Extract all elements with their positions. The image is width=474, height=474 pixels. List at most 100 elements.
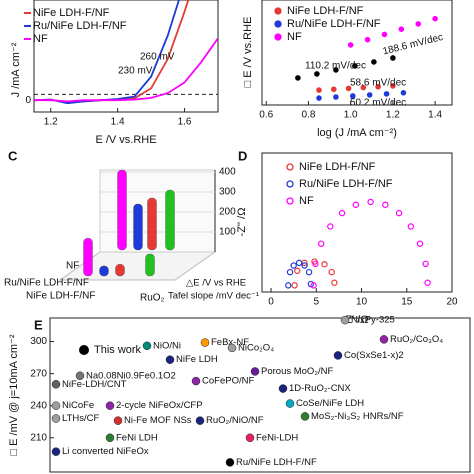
data-point [300, 412, 310, 421]
data-point [333, 67, 339, 73]
data-point [432, 15, 438, 22]
x-tick-label: 1.6 [178, 117, 192, 128]
legend-label: NF [287, 31, 302, 43]
x-tick-label: 5 [314, 297, 320, 308]
legend-label: Ru/NiFe LDH-F/NF [287, 18, 381, 30]
y-axis-label: □ E /mV @ j=10mA cm⁻² [8, 334, 20, 455]
data-point [367, 198, 374, 206]
plot-frame [261, 0, 453, 106]
z-tick-label: 400 [219, 167, 236, 178]
point-label: NiCo₂O₄ [238, 342, 274, 353]
data-point [338, 209, 346, 217]
panel-label: C [8, 148, 18, 163]
y-axis-label: -Z'' /Ω [236, 208, 248, 237]
point-label: Ni-Fe MOF NSs [124, 415, 192, 426]
data-point [286, 268, 294, 276]
bar [99, 265, 109, 277]
data-point [331, 279, 338, 286]
data-point [51, 401, 61, 410]
back-wall [99, 169, 216, 253]
data-point [383, 91, 390, 97]
point-label: NiFe LDH [176, 354, 218, 365]
annotation: 110.2 mV/dec [305, 61, 366, 72]
legend-label: NiFe LDH-F/NF [287, 5, 364, 17]
data-point [294, 267, 301, 275]
bar [145, 253, 155, 277]
data-point [317, 240, 325, 247]
data-point [285, 399, 295, 408]
y-tick-label: 270 [30, 368, 47, 379]
legend-swatch [286, 197, 294, 205]
data-point [295, 75, 301, 81]
legend-swatch [274, 7, 282, 15]
plot-frame [33, 0, 219, 113]
data-point [291, 282, 298, 289]
x-axis-label: Tafel slope /mV dec⁻¹ [168, 291, 259, 302]
point-label: RuO₂/NiO/NF [206, 415, 264, 426]
legend-swatch [286, 180, 294, 188]
data-point [333, 351, 343, 360]
y-tick-label: 240 [30, 400, 47, 411]
data-point [398, 26, 405, 32]
data-point [278, 384, 288, 393]
data-point [200, 338, 210, 347]
data-point [371, 59, 377, 65]
data-point [250, 367, 260, 376]
data-point [142, 341, 152, 351]
data-point [191, 376, 201, 386]
data-line [34, 0, 180, 105]
data-point [327, 223, 334, 230]
annotation: 260 mV [140, 52, 175, 63]
x-tick-label: 20 [446, 297, 458, 308]
data-point [165, 355, 175, 364]
point-label: FeNi LDH [116, 432, 158, 443]
y-axis-label: □ E /V vs.RHE [242, 17, 254, 88]
bar [133, 203, 143, 251]
plot-area [34, 0, 218, 105]
bar [147, 197, 157, 251]
plot-frame [49, 317, 471, 473]
legend-label: NiFe LDH-F/NF [33, 7, 110, 19]
y-axis-label: J /mA cm⁻² [10, 42, 22, 97]
data-point [375, 83, 381, 90]
data-point [347, 42, 354, 48]
category-label: NF [66, 261, 79, 272]
legend-swatch [79, 345, 89, 355]
point-label: NiO/Ni [153, 340, 181, 351]
point-label: Na0.08Ni0.9Fe0.1O2 [86, 370, 176, 381]
legend-label: Ru/NiFe LDH-F/NF [33, 20, 127, 32]
point-label: CoSe/NiFe LDH [296, 398, 364, 409]
x-tick-label: 15 [401, 297, 413, 308]
x-tick-label: 1.4 [111, 117, 125, 128]
z-tick-label: 100 [219, 227, 236, 238]
y-tick-label: 300 [30, 336, 47, 347]
x-tick-label: 1.0 [344, 110, 358, 121]
data-point [75, 371, 85, 380]
point-label: Porous MoO₂/NF [261, 366, 334, 377]
data-point [345, 85, 352, 92]
data-point [245, 433, 255, 443]
legend-swatch [274, 20, 282, 28]
data-point [301, 262, 308, 269]
y-tick-label: 0 [25, 95, 31, 106]
data-point [340, 315, 350, 325]
x-axis-label: E /V vs.RHE [95, 134, 156, 146]
point-label: NiFe-LDH/CNT [62, 379, 127, 390]
z-tick-label: 300 [219, 187, 236, 198]
bar [115, 264, 125, 277]
bar [83, 238, 93, 277]
data-point [105, 401, 115, 410]
panel-label: E [34, 317, 43, 332]
data-point [312, 260, 319, 268]
annotation: 230 mV [118, 66, 153, 77]
data-point [330, 86, 337, 93]
data-point [395, 209, 403, 217]
data-point [295, 259, 303, 267]
data-point [225, 458, 235, 467]
plot-area [285, 198, 431, 289]
point-label: Ru/NiFe LDH-F/NF [236, 457, 317, 468]
legend-label: This work [94, 344, 142, 356]
point-label: NiCoFe [62, 400, 94, 411]
panel-label: D [238, 148, 247, 163]
